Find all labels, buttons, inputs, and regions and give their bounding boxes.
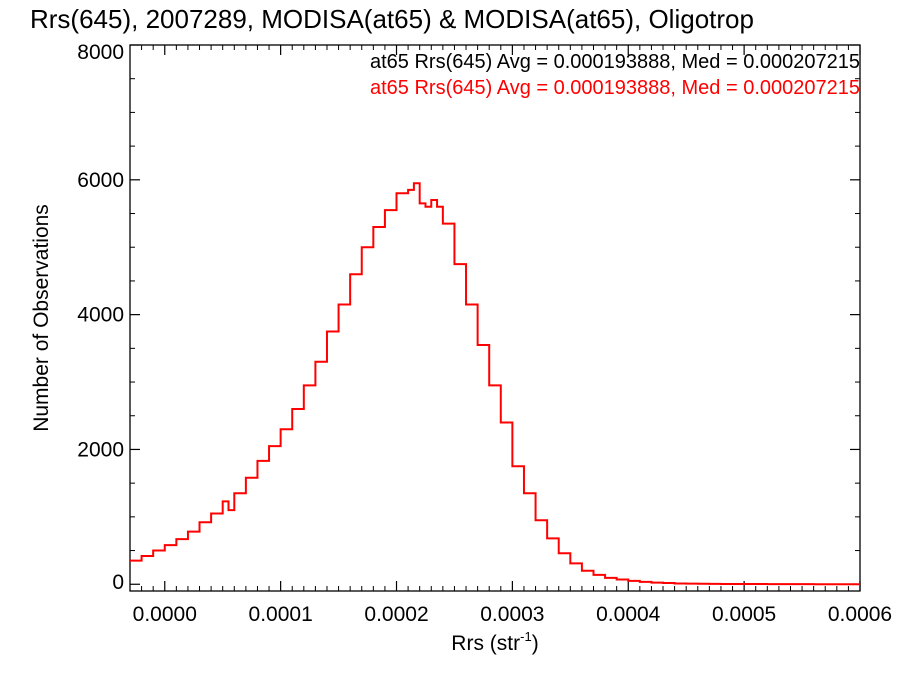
x-axis-ticks bbox=[129, 45, 861, 591]
series-layer bbox=[130, 182, 860, 586]
y-axis-ticks bbox=[130, 44, 860, 585]
y-axis-label: Number of Observations bbox=[30, 204, 53, 432]
x-axis-tick-labels: 0.0000 0.0001 0.0002 0.0003 0.0004 0.0005 0.00… bbox=[133, 603, 892, 626]
y-tick-label: 6000 bbox=[77, 169, 124, 192]
chart-title: Rrs(645), 2007289, MODISA(at65) & MODISA… bbox=[30, 4, 754, 34]
x-tick-label: 0.0000 bbox=[133, 603, 197, 626]
series-line-0 bbox=[130, 182, 860, 586]
y-tick-label: 4000 bbox=[77, 304, 124, 327]
legend-entry-black: at65 Rrs(645) Avg = 0.000193888, Med = 0… bbox=[370, 51, 860, 73]
y-tick-label: 8000 bbox=[77, 41, 124, 64]
x-axis-label: Rrs (str-1) bbox=[451, 629, 538, 655]
x-tick-label: 0.0004 bbox=[596, 603, 661, 626]
y-axis-tick-labels: 0 2000 4000 6000 8000 bbox=[77, 41, 124, 594]
plot-frame bbox=[129, 44, 861, 592]
x-tick-label: 0.0006 bbox=[828, 603, 892, 626]
x-tick-label: 0.0005 bbox=[712, 603, 776, 626]
legend-entry-red: at65 Rrs(645) Avg = 0.000193888, Med = 0… bbox=[370, 77, 860, 99]
x-tick-label: 0.0003 bbox=[480, 603, 544, 626]
y-tick-label: 2000 bbox=[77, 438, 124, 461]
x-tick-label: 0.0001 bbox=[249, 603, 313, 626]
x-tick-label: 0.0002 bbox=[364, 603, 428, 626]
y-tick-label: 0 bbox=[112, 571, 124, 594]
